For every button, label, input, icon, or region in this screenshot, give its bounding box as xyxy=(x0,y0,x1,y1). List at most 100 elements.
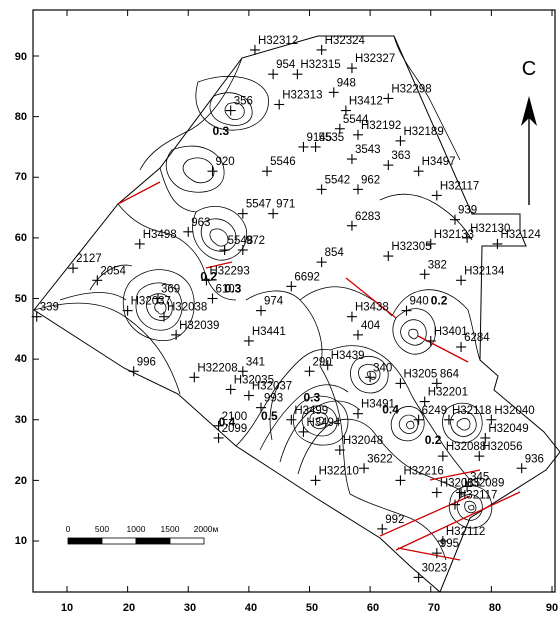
contour-value-label: 0.5 xyxy=(261,409,278,423)
well-marker: 940 xyxy=(401,296,429,316)
well-label: 363 xyxy=(391,150,410,162)
well-label: 936 xyxy=(525,453,544,465)
well-label: H32088 xyxy=(446,441,486,453)
y-tick-label: 50 xyxy=(15,293,27,305)
well-marker: 954 xyxy=(268,59,296,80)
well-label: 3543 xyxy=(355,144,381,156)
well-marker: 992 xyxy=(377,514,404,534)
well-label: 2099 xyxy=(222,423,248,435)
scale-segment xyxy=(67,537,103,545)
well-marker: 974 xyxy=(256,296,284,316)
contour-lines xyxy=(33,35,493,561)
well-marker: 2100 xyxy=(213,411,248,431)
well-label: H32208 xyxy=(197,362,237,374)
well-label: H32133 xyxy=(434,229,474,241)
well-marker: H32298 xyxy=(383,83,432,104)
well-label: 2100 xyxy=(222,411,248,423)
well-marker: 290 xyxy=(304,356,332,377)
well-label: H32324 xyxy=(325,35,366,47)
contour-value-label: 0.2 xyxy=(425,433,442,447)
well-label: H3412 xyxy=(349,96,383,108)
well-label: H32035 xyxy=(234,374,274,386)
well-label: 963 xyxy=(191,217,210,229)
well-label: 5544 xyxy=(343,114,369,126)
well-marker: H32038 xyxy=(159,302,207,322)
x-tick-label: 60 xyxy=(367,602,379,614)
contour-value-label: 0.4 xyxy=(382,403,399,417)
well-marker: H32089 xyxy=(456,478,504,498)
scale-label: 500 xyxy=(95,524,109,534)
well-label: 382 xyxy=(428,259,447,271)
well-label: H32117 xyxy=(458,490,497,502)
well-marker: 996 xyxy=(128,356,156,377)
well-marker: H32039 xyxy=(171,320,219,340)
well-marker: 920 xyxy=(207,156,235,177)
well-label: H3499 xyxy=(294,405,328,417)
well-marker: 341 xyxy=(237,356,265,377)
well-marker: H32315 xyxy=(292,59,341,80)
north-arrow: C xyxy=(521,58,537,205)
well-label: H32293 xyxy=(209,265,249,277)
contour-value-label: 0.3 xyxy=(213,124,230,138)
well-marker: 854 xyxy=(316,247,345,268)
well-label: H32038 xyxy=(167,302,207,314)
well-marker: H3412 xyxy=(340,96,383,116)
well-label: 6249 xyxy=(422,405,448,417)
well-marker: 6283 xyxy=(346,211,381,231)
well-label: 2054 xyxy=(100,265,126,277)
well-label: H3401 xyxy=(434,326,468,338)
y-tick-label: 20 xyxy=(15,475,27,487)
well-marker: H32134 xyxy=(456,265,505,286)
well-label: H32327 xyxy=(355,53,395,65)
well-label: 939 xyxy=(458,205,477,217)
well-label: 920 xyxy=(216,156,235,168)
well-marker: 939 xyxy=(450,205,477,225)
well-marker: H32088 xyxy=(437,441,486,462)
x-tick-label: 30 xyxy=(184,602,196,614)
scale-segment xyxy=(101,537,137,545)
well-label: 974 xyxy=(264,296,284,308)
well-marker: H32189 xyxy=(395,126,444,146)
well-marker: H32085 xyxy=(431,478,480,498)
well-marker: H3441 xyxy=(243,326,286,346)
well-label: 5548 xyxy=(228,235,254,247)
well-marker: H3439 xyxy=(322,350,365,371)
well-marker: 6249 xyxy=(413,405,448,425)
well-marker: 3543 xyxy=(346,144,381,165)
well-marker: 5546 xyxy=(262,156,296,177)
well-marker: H32040 xyxy=(486,405,535,425)
x-tick-label: 80 xyxy=(489,602,501,614)
well-label: 340 xyxy=(373,362,392,374)
well-label: H32037 xyxy=(252,381,292,393)
well-label: H32312 xyxy=(258,35,298,47)
well-marker: H32130 xyxy=(462,223,510,243)
y-tick-label: 60 xyxy=(15,232,27,244)
well-label: 2127 xyxy=(76,253,102,265)
well-label: 954 xyxy=(276,59,296,71)
north-label: C xyxy=(522,58,536,80)
well-marker: H32312 xyxy=(249,35,298,55)
well-marker: 5544 xyxy=(334,114,369,134)
well-label: 854 xyxy=(325,247,345,259)
well-marker: H32112 xyxy=(437,526,485,546)
well-marker: 6103 xyxy=(207,284,241,304)
scale-label: 0 xyxy=(66,524,71,534)
well-label: H32112 xyxy=(446,526,485,538)
well-marker: H32293 xyxy=(201,265,250,286)
well-label: 339 xyxy=(40,302,59,314)
contour-value-label: 0.2 xyxy=(431,294,448,308)
field-boundary xyxy=(33,35,560,593)
well-marker: 5535 xyxy=(310,132,344,152)
well-label: H32189 xyxy=(403,126,443,138)
well-label: 971 xyxy=(276,199,295,211)
well-label: H32134 xyxy=(464,265,505,277)
contour-value-label: 0.4 xyxy=(219,415,236,429)
well-marker: 948 xyxy=(328,77,356,98)
well-marker: H32037 xyxy=(243,381,292,401)
x-tick-label: 40 xyxy=(245,602,257,614)
well-marker: H3491 xyxy=(353,399,395,419)
x-tick-label: 70 xyxy=(428,602,440,614)
well-label: H3497 xyxy=(422,156,456,168)
well-marker: H32117 xyxy=(450,490,497,510)
x-tick-label: 90 xyxy=(546,602,558,614)
